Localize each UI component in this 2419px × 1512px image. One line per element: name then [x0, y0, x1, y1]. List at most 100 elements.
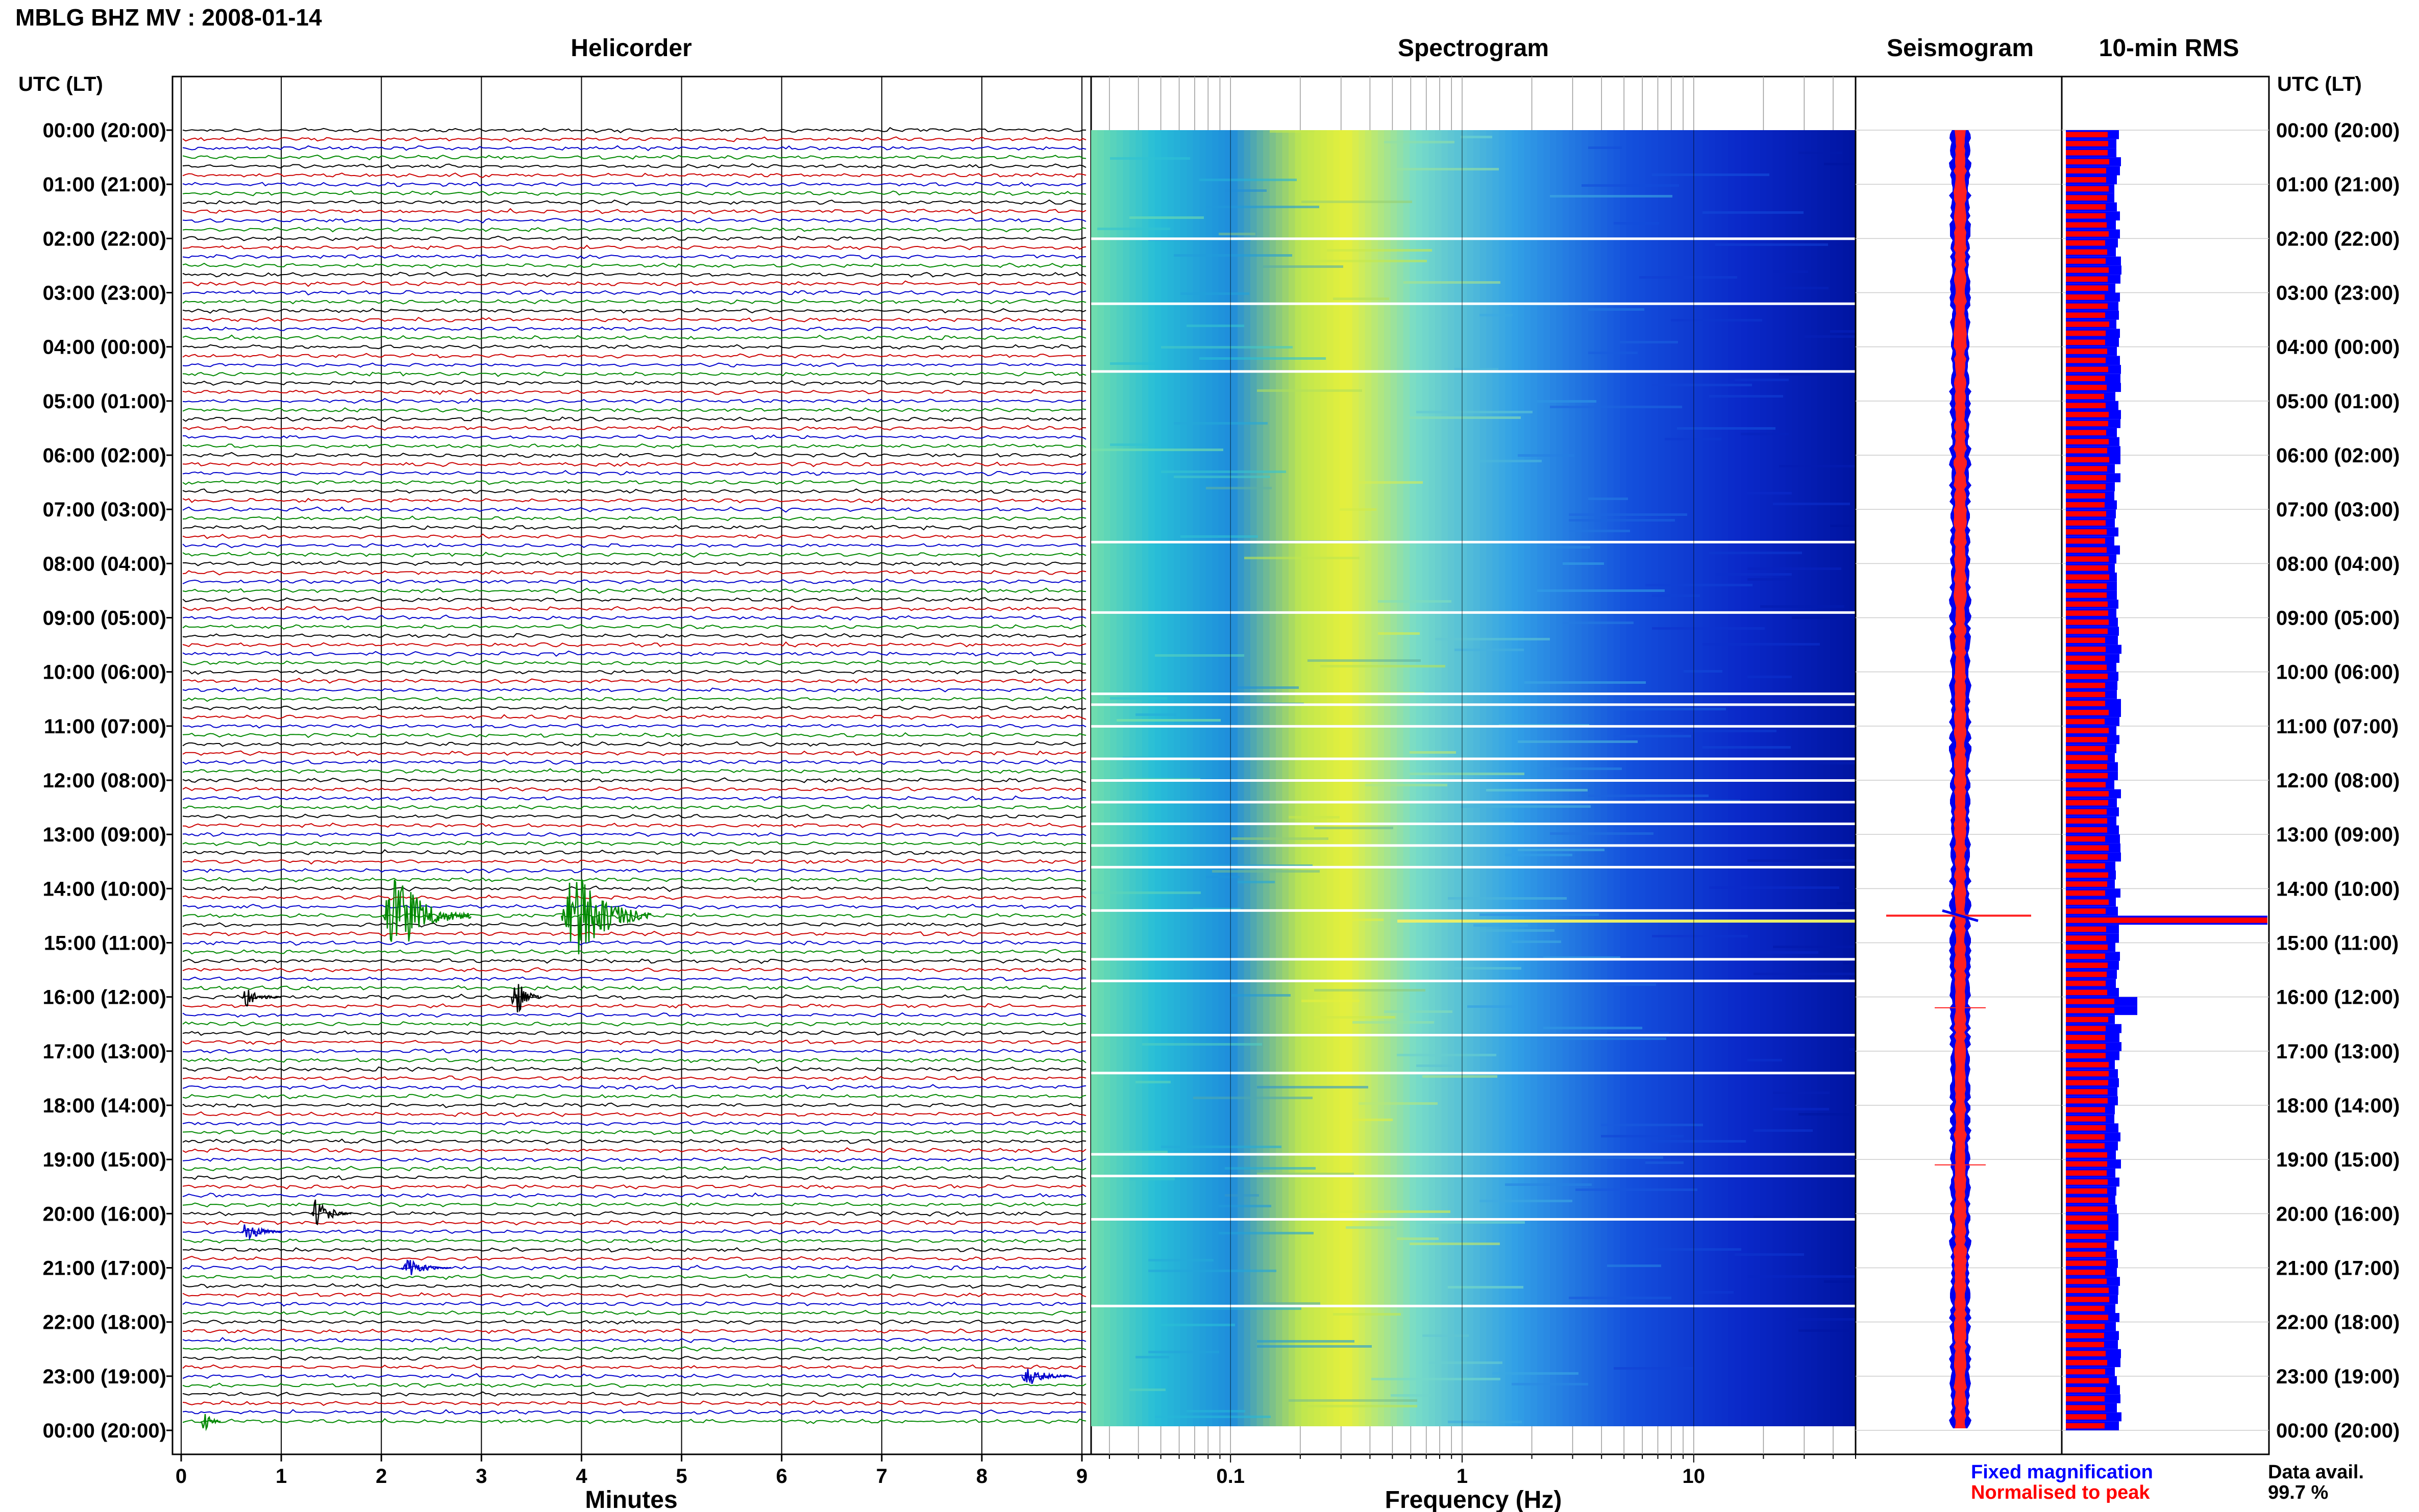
rms-bar-normalised: [2066, 285, 2108, 291]
spectrogram-band: [1805, 130, 1812, 1426]
spectrogram-speckle: [1155, 654, 1244, 657]
spectrogram-speckle: [1257, 1345, 1372, 1348]
spectrogram-band: [1377, 130, 1385, 1426]
rms-bar-normalised: [2066, 276, 2108, 282]
rms-bar-normalised: [2066, 746, 2105, 752]
spectrogram-speckle: [1257, 1086, 1368, 1088]
helicorder-trace: [182, 868, 1087, 874]
helicorder-trace: [182, 1057, 1087, 1064]
helicorder-event: [1021, 1369, 1072, 1384]
spectrogram-speckle: [1410, 773, 1524, 775]
helicorder-trace: [182, 1084, 1087, 1090]
spectrogram-speckle: [1569, 530, 1630, 532]
rms-bar-normalised: [2066, 466, 2107, 472]
helicorder-trace: [182, 1066, 1087, 1072]
rms-bar-normalised: [2066, 863, 2105, 869]
helicorder-trace: [182, 344, 1087, 350]
spectrogram-band: [1441, 130, 1449, 1426]
helicorder-trace: [183, 434, 1087, 440]
spectrogram-speckle: [1747, 1275, 1864, 1278]
helicorder-trace: [182, 940, 1087, 946]
spectrogram-band: [1320, 130, 1327, 1426]
spectrogram-gap: [1091, 692, 1856, 696]
rms-bar-normalised: [2066, 962, 2108, 968]
helicorder-trace: [182, 650, 1087, 657]
spectrogram-speckle: [1199, 357, 1326, 360]
spectrogram-speckle: [1193, 1097, 1313, 1099]
spectrogram-band: [1326, 130, 1334, 1426]
seismogram-normalised-trace: [1954, 130, 1967, 1428]
rms-bar-normalised: [2066, 1188, 2107, 1194]
rms-bar-normalised: [2066, 610, 2108, 616]
spectrogram-speckle: [1454, 368, 1498, 370]
helicorder-trace: [182, 461, 1087, 467]
helicorder-trace: [182, 407, 1087, 413]
spectrogram-speckle: [1550, 195, 1672, 197]
rms-bar-normalised: [2066, 836, 2105, 842]
spectrogram-speckle: [1569, 1297, 1671, 1299]
helicorder-trace: [182, 1301, 1087, 1307]
spectrogram-x-axis-label: Frequency (Hz): [1385, 1486, 1562, 1512]
rms-bar-normalised: [2066, 475, 2106, 481]
helicorder-trace: [182, 570, 1087, 576]
spectrogram-band: [1256, 130, 1264, 1426]
spectrogram-speckle: [1206, 206, 1319, 208]
spectrogram-speckle: [1307, 659, 1421, 662]
spectrogram-speckle: [1588, 308, 1644, 311]
spectrogram-speckle: [1289, 816, 1340, 819]
spectrogram-band: [1492, 130, 1499, 1426]
spectrogram-speckle: [1709, 552, 1802, 554]
helicorder-x-tick-label: 6: [776, 1465, 787, 1488]
rms-bar-normalised: [2066, 1071, 2109, 1077]
spectrogram-speckle: [1747, 492, 1792, 494]
rms-bar-normalised: [2066, 637, 2105, 643]
spectrogram-band: [1473, 130, 1480, 1426]
rms-bar-normalised: [2066, 1107, 2105, 1113]
spectrogram-speckle: [1479, 314, 1513, 316]
spectrogram-speckle: [1684, 670, 1722, 673]
hour-label-left: 21:00 (17:00): [43, 1257, 166, 1280]
helicorder-trace: [182, 380, 1087, 386]
spectrogram-band: [1549, 130, 1557, 1426]
hour-label-left: 16:00 (12:00): [43, 986, 166, 1009]
spectrogram-band: [1244, 130, 1251, 1426]
spectrogram-band: [1677, 130, 1684, 1426]
spectrogram-speckle: [1174, 476, 1270, 478]
spectrogram-speckle: [1219, 1232, 1314, 1234]
spectrogram-x-tick-label: 0.1: [1216, 1465, 1245, 1488]
helicorder-x-tick-label: 7: [876, 1465, 887, 1488]
helicorder-trace: [182, 976, 1087, 982]
rms-bar-normalised: [2066, 547, 2107, 553]
helicorder-trace: [182, 885, 1087, 893]
spectrogram-x-tick-label: 10: [1683, 1465, 1706, 1488]
spectrogram-speckle: [1320, 1210, 1450, 1213]
helicorder-trace: [182, 1147, 1087, 1153]
rms-panel: [2061, 76, 2270, 1455]
spectrogram-speckle: [1798, 1113, 1887, 1116]
spectrogram-band: [1352, 130, 1360, 1426]
spectrogram-speckle: [1786, 1318, 1864, 1321]
spectrogram-band: [1511, 130, 1519, 1426]
hour-label-right: 01:00 (21:00): [2276, 173, 2400, 196]
helicorder-trace: [182, 1372, 1087, 1379]
spectrogram-gap: [1091, 1218, 1856, 1221]
hour-label-right: 09:00 (05:00): [2276, 607, 2400, 630]
hour-label-right: 12:00 (08:00): [2276, 770, 2400, 792]
helicorder-trace: [182, 958, 1087, 964]
spectrogram-speckle: [1754, 1216, 1797, 1218]
spectrogram-band: [1817, 130, 1824, 1426]
spectrogram-speckle: [1798, 1329, 1887, 1332]
spectrogram-speckle: [1219, 233, 1255, 235]
seismogram-event-spike: [1942, 909, 1979, 922]
spectrogram-band: [1556, 130, 1563, 1426]
helicorder-event: [510, 984, 542, 1012]
spectrogram-speckle: [1397, 168, 1499, 170]
helicorder-trace: [182, 1192, 1087, 1199]
rms-bar-normalised: [2066, 881, 2107, 887]
helicorder-trace: [182, 633, 1087, 639]
spectrogram-speckle: [1702, 643, 1820, 646]
helicorder-trace: [182, 208, 1087, 215]
spectrogram-speckle: [1346, 1226, 1394, 1229]
spectrogram-speckle: [1614, 735, 1691, 737]
spectrogram-speckle: [1448, 1286, 1523, 1288]
